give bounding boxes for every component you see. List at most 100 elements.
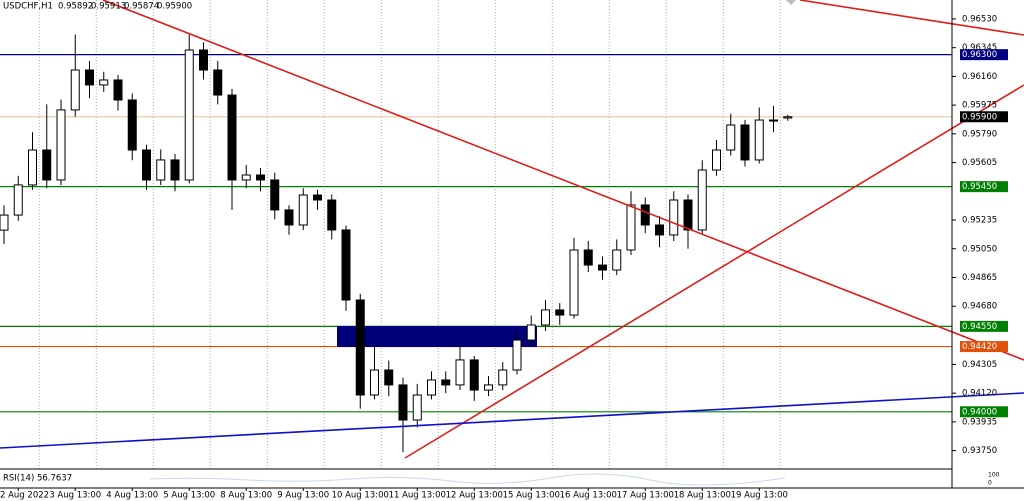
- candle-body: [113, 79, 123, 101]
- candle-body: [498, 369, 508, 386]
- candle-body: [156, 159, 166, 181]
- y-tick-label: 0.95975: [962, 101, 997, 111]
- candle-body: [70, 69, 80, 111]
- candle-body: [241, 174, 251, 181]
- x-tick-label: 10 Aug 13:00: [332, 491, 389, 501]
- header-symbol: USDCHF,H1: [3, 2, 53, 12]
- x-tick-label: 17 Aug 13:00: [617, 491, 674, 501]
- level-label: 0.94420: [962, 342, 997, 352]
- candle-body: [769, 119, 778, 122]
- candle-body: [327, 199, 337, 231]
- x-tick-label: 9 Aug 13:00: [277, 491, 329, 501]
- candle-body: [227, 94, 237, 181]
- candle-body: [199, 49, 208, 71]
- level-label: 0.95900: [962, 112, 997, 122]
- candle-body: [256, 174, 265, 181]
- candle-body: [640, 204, 650, 226]
- candles: [0, 34, 793, 453]
- x-tick-label: 15 Aug 13:00: [503, 491, 560, 501]
- candle-body: [526, 324, 536, 341]
- level-label: 0.94550: [962, 322, 997, 332]
- candle-body: [412, 394, 422, 421]
- y-tick-label: 0.96530: [962, 14, 997, 24]
- x-tick-label: 8 Aug 13:00: [220, 491, 272, 501]
- x-tick-label: 5 Aug 13:00: [163, 491, 215, 501]
- level-label: 0.96300: [962, 50, 997, 60]
- candle-body: [598, 264, 607, 271]
- candle-body: [13, 184, 23, 216]
- y-tick-label: 0.95605: [962, 158, 997, 168]
- candle-body: [583, 249, 593, 266]
- candle-body: [142, 149, 151, 181]
- y-tick-label: 0.94680: [962, 302, 997, 312]
- candle-body: [99, 79, 109, 86]
- x-tick-label: 16 Aug 13:00: [560, 491, 617, 501]
- candle-body: [127, 99, 137, 151]
- candle-body: [626, 204, 636, 251]
- x-tick-label: 2 Aug 2022: [0, 491, 49, 501]
- candle-body: [341, 229, 351, 301]
- level-label-box: [960, 341, 1008, 353]
- y-tick-label: 0.94865: [962, 273, 997, 283]
- x-tick-label: 4 Aug 13:00: [106, 491, 158, 501]
- candle-body: [669, 199, 679, 236]
- y-tick-label: 0.95235: [962, 216, 997, 226]
- y-tick-label: 0.96160: [962, 72, 997, 82]
- candle-body: [712, 149, 721, 171]
- trend-line: [799, 0, 1024, 36]
- trend-line: [102, 0, 1024, 361]
- candle-body: [455, 359, 465, 386]
- rsi-tick: 100: [988, 472, 1000, 479]
- header-value: 0.95913: [91, 2, 126, 12]
- x-tick-label: 11 Aug 13:00: [389, 491, 446, 501]
- candle-body: [683, 199, 693, 231]
- level-label: 0.94000: [962, 407, 997, 417]
- candle-body: [569, 249, 579, 316]
- level-label-box: [960, 49, 1008, 61]
- candle-body: [512, 339, 522, 371]
- y-tick-label: 0.96345: [962, 43, 997, 53]
- x-tick-label: 3 Aug 13:00: [49, 491, 101, 501]
- candle-body: [469, 359, 479, 391]
- x-tick-label: 18 Aug 13:00: [674, 491, 731, 501]
- candle-body: [398, 384, 408, 421]
- candle-body: [612, 249, 622, 271]
- candle-body: [298, 194, 308, 226]
- candle-body: [85, 69, 94, 86]
- header-value: 0.95874: [124, 2, 159, 12]
- candle-body: [655, 224, 664, 236]
- candle-body: [56, 109, 66, 181]
- rsi-line: [149, 473, 786, 486]
- candle-body: [384, 369, 394, 386]
- candle-body: [697, 169, 707, 231]
- candle-body: [441, 379, 451, 386]
- level-label-box: [960, 320, 1008, 332]
- level-label-box: [960, 111, 1008, 123]
- trend-line: [0, 392, 1024, 449]
- candle-body: [427, 379, 436, 396]
- candle-body: [370, 369, 379, 396]
- candle-body: [555, 309, 565, 316]
- marker: [786, 0, 796, 5]
- candle-body: [184, 49, 194, 181]
- candle-body: [170, 159, 180, 181]
- candle-body: [783, 116, 793, 119]
- candle-body: [484, 384, 493, 391]
- rsi-label: RSI(14) 56.7637: [3, 474, 72, 484]
- zone-rectangle: [337, 326, 537, 347]
- candle-body: [213, 69, 223, 96]
- candle-body: [284, 209, 294, 226]
- level-label: 0.95450: [962, 182, 997, 192]
- header-value: 0.95900: [157, 2, 192, 12]
- trend-line: [404, 84, 1024, 459]
- y-tick-label: 0.95790: [962, 129, 997, 139]
- rsi-tick: 0: [988, 480, 992, 487]
- x-tick-label: 12 Aug 13:00: [446, 491, 503, 501]
- candle-body: [0, 214, 9, 231]
- y-tick-label: 0.94120: [962, 389, 997, 399]
- x-tick-label: 19 Aug 13:00: [731, 491, 788, 501]
